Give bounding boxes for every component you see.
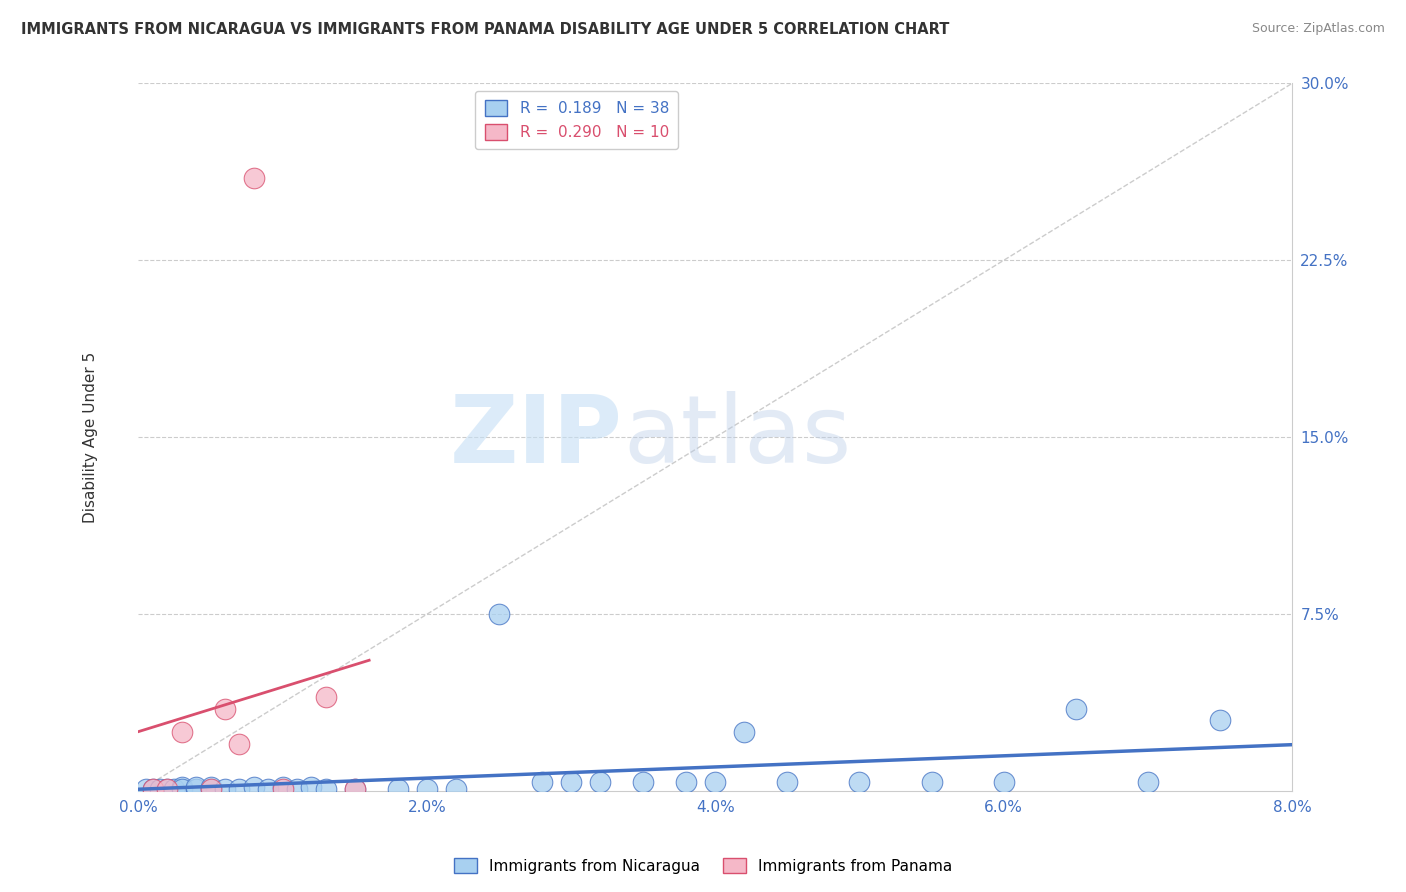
Point [257,781,280,796]
Point [315,690,337,704]
Point [416,781,439,796]
Point [271,780,294,794]
Point [243,170,266,185]
Point [993,774,1015,789]
Legend: Immigrants from Nicaragua, Immigrants from Panama: Immigrants from Nicaragua, Immigrants fr… [447,852,959,880]
Point [387,781,409,796]
Point [243,780,266,794]
Point [1064,701,1087,715]
Point [301,780,323,794]
Text: atlas: atlas [623,392,851,483]
Point [142,781,165,796]
Point [200,781,222,796]
Y-axis label: Disability Age Under 5: Disability Age Under 5 [83,351,98,523]
Text: Source: ZipAtlas.com: Source: ZipAtlas.com [1251,22,1385,36]
Point [170,725,193,739]
Point [156,781,179,796]
Point [214,701,236,715]
Point [228,781,250,796]
Point [228,737,250,751]
Point [776,774,799,789]
Point [675,774,697,789]
Point [184,781,207,796]
Point [848,774,870,789]
Point [170,780,193,794]
Point [631,774,654,789]
Point [271,781,294,796]
Point [285,781,308,796]
Point [149,781,172,796]
Point [488,607,510,622]
Point [343,781,366,796]
Point [1209,714,1232,728]
Point [184,780,207,794]
Legend: R =  0.189   N = 38, R =  0.290   N = 10: R = 0.189 N = 38, R = 0.290 N = 10 [475,91,678,149]
Point [704,774,727,789]
Point [200,780,222,794]
Point [170,781,193,796]
Point [214,781,236,796]
Point [142,781,165,796]
Point [589,774,612,789]
Point [343,781,366,796]
Point [444,781,467,796]
Point [156,781,179,796]
Point [733,725,755,739]
Point [315,781,337,796]
Point [200,781,222,796]
Point [560,774,582,789]
Text: IMMIGRANTS FROM NICARAGUA VS IMMIGRANTS FROM PANAMA DISABILITY AGE UNDER 5 CORRE: IMMIGRANTS FROM NICARAGUA VS IMMIGRANTS … [21,22,949,37]
Point [135,781,157,796]
Point [1136,774,1159,789]
Point [531,774,554,789]
Point [163,781,186,796]
Text: ZIP: ZIP [450,392,623,483]
Point [921,774,943,789]
